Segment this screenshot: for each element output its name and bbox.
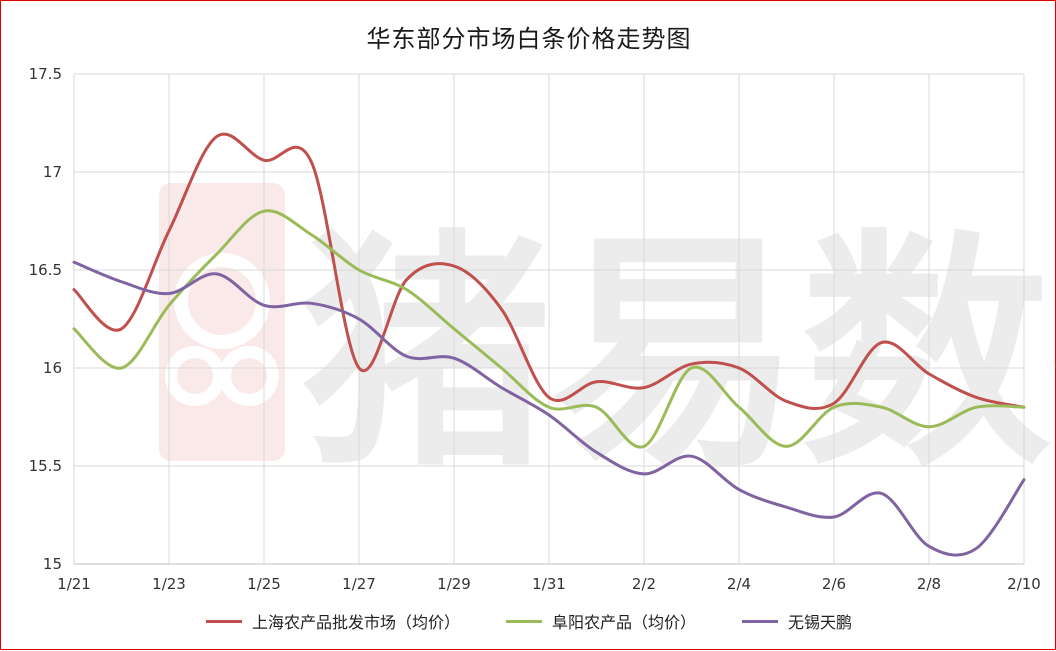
- svg-text:猪易数据: 猪易数据: [301, 209, 1056, 500]
- legend-label: 上海农产品批发市场（均价）: [251, 613, 460, 632]
- x-tick-label: 1/25: [247, 575, 281, 593]
- x-tick-label: 2/4: [727, 575, 751, 593]
- legend-label: 阜阳农产品（均价）: [551, 613, 696, 632]
- x-tick-label: 1/29: [437, 575, 471, 593]
- y-tick-label: 15: [43, 555, 62, 573]
- x-tick-label: 2/10: [1007, 575, 1041, 593]
- legend: 上海农产品批发市场（均价） 阜阳农产品（均价） 无锡天鹏: [1, 609, 1056, 633]
- y-tick-label: 17.5: [29, 65, 62, 83]
- y-tick-label: 16: [43, 359, 62, 377]
- legend-item-1: 上海农产品批发市场（均价）: [205, 609, 460, 633]
- legend-label: 无锡天鹏: [788, 613, 853, 632]
- legend-item-3: 无锡天鹏: [742, 609, 852, 633]
- x-tick-label: 2/6: [822, 575, 846, 593]
- x-tick-label: 2/2: [632, 575, 656, 593]
- y-tick-label: 17: [43, 163, 62, 181]
- legend-item-2: 阜阳农产品（均价）: [505, 609, 696, 633]
- x-tick-label: 1/21: [57, 575, 91, 593]
- series-line-3: [72, 260, 1026, 557]
- x-tick-label: 1/27: [342, 575, 376, 593]
- y-tick-label: 16.5: [29, 261, 62, 279]
- series-line-2: [72, 209, 1026, 449]
- x-tick-label: 2/8: [917, 575, 941, 593]
- legend-swatch: [205, 619, 242, 623]
- chart-title: 华东部分市场白条价格走势图: [366, 25, 692, 53]
- x-tick-label: 1/23: [152, 575, 186, 593]
- legend-swatch: [742, 619, 778, 623]
- x-tick-label: 1/31: [532, 575, 566, 593]
- legend-swatch: [505, 619, 542, 623]
- series-line-1: [72, 132, 1026, 411]
- y-tick-label: 15.5: [29, 457, 62, 475]
- watermark-logo: 猪易数据: [159, 183, 1056, 500]
